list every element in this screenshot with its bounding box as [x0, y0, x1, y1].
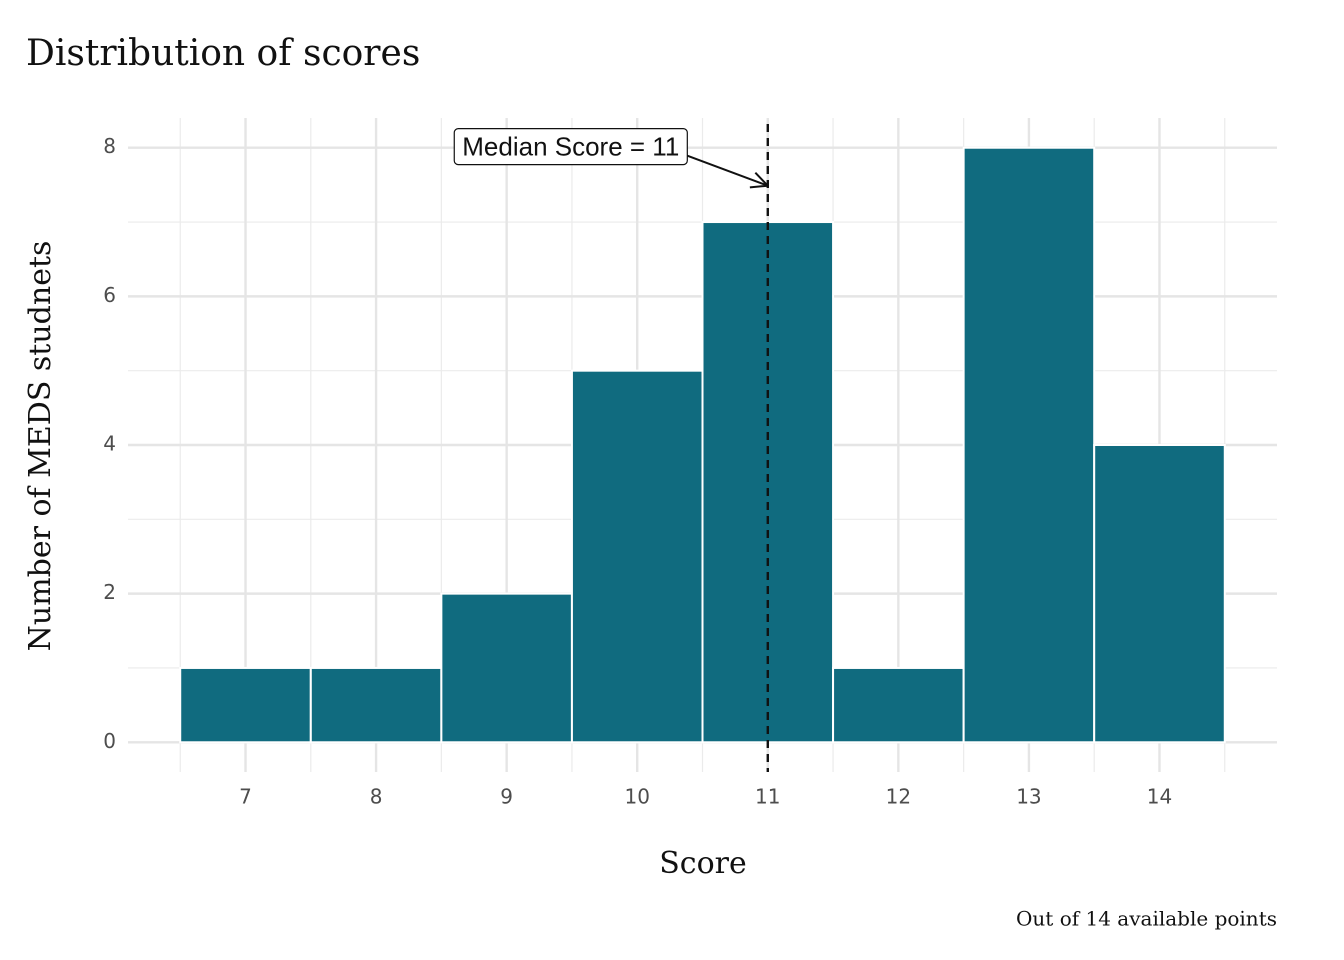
bar — [832, 666, 965, 744]
y-tick-label: 0 — [103, 729, 116, 753]
y-tick-label: 8 — [103, 134, 116, 158]
bar — [570, 369, 704, 744]
bar — [962, 146, 1096, 744]
x-tick-label: 10 — [624, 785, 649, 809]
bar — [179, 666, 312, 744]
bar — [440, 592, 573, 744]
annotation-box — [453, 128, 688, 166]
x-tick-label: 14 — [1147, 785, 1172, 809]
x-axis-label: Score — [659, 846, 747, 881]
x-tick-label: 7 — [239, 785, 252, 809]
y-axis-label: Number of MEDS studnets — [23, 241, 58, 652]
bar — [701, 221, 835, 744]
bar — [1093, 444, 1226, 744]
bar — [309, 666, 443, 744]
x-tick-label: 13 — [1016, 785, 1041, 809]
arrow-head — [749, 184, 768, 189]
y-tick-label: 2 — [103, 580, 116, 604]
y-tick-label: 6 — [103, 283, 116, 307]
caption: Out of 14 available points — [1016, 907, 1277, 931]
x-tick-label: 9 — [500, 785, 513, 809]
x-tick-label: 11 — [755, 785, 780, 809]
chart-title: Distribution of scores — [26, 33, 420, 74]
annotation: Median Score = 11 — [462, 132, 679, 162]
x-tick-label: 8 — [370, 785, 383, 809]
x-tick-label: 12 — [886, 785, 911, 809]
y-tick-label: 4 — [103, 432, 116, 456]
arrow-head — [754, 172, 769, 187]
annotation-arrow — [686, 154, 769, 187]
